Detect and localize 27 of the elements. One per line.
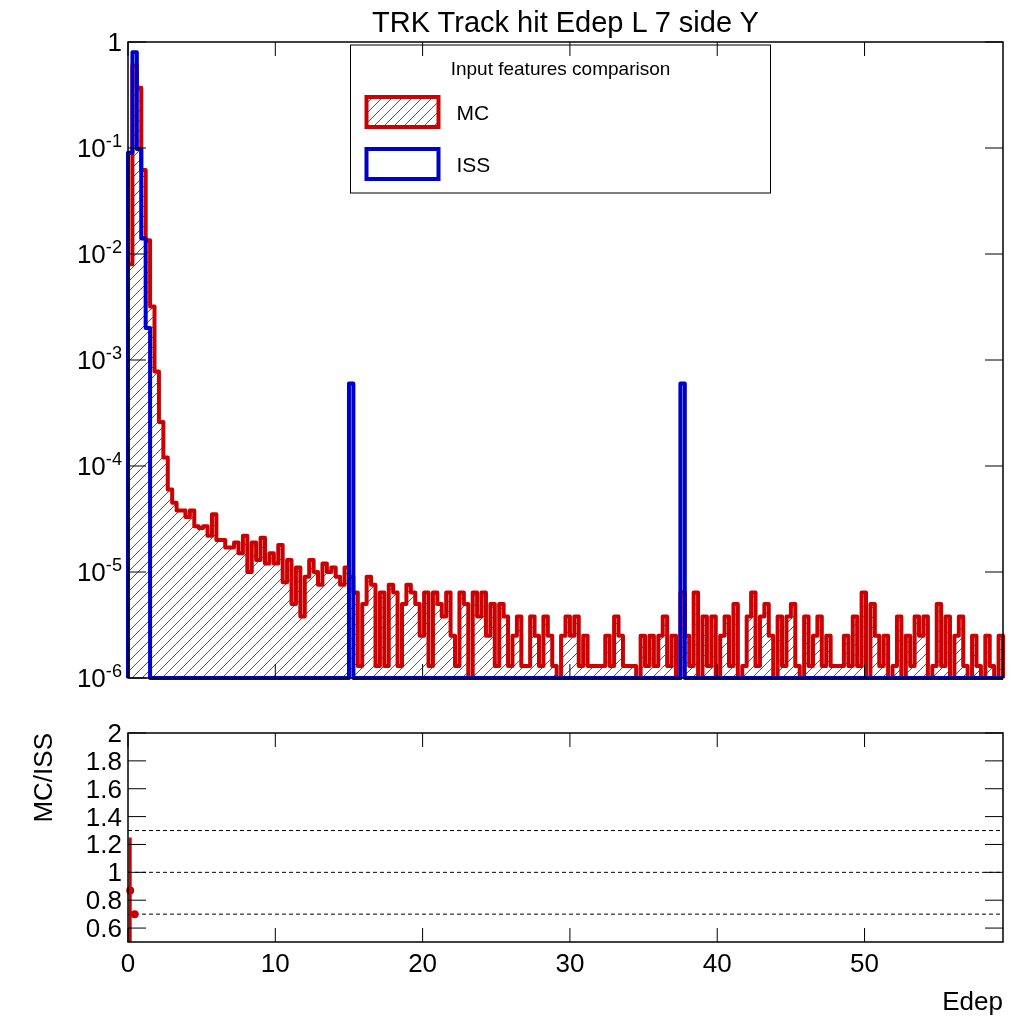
y-tick-label: 10$^{-2}$ <box>76 237 122 269</box>
chart-title: TRK Track hit Edep L 7 side Y <box>372 6 759 38</box>
x-tick-label: 0 <box>120 948 136 978</box>
legend-title: Input features comparison <box>450 58 671 79</box>
x-tick-label: 40 <box>702 948 732 978</box>
x-tick-label: 10 <box>260 948 290 978</box>
y-tick-label: 0.8 <box>85 885 122 916</box>
y-axis-title: MC/ISS <box>28 733 58 823</box>
legend-label: MC <box>456 101 490 124</box>
y-tick-label: 1.4 <box>85 801 122 832</box>
y-tick-label: 10$^{-6}$ <box>76 661 122 693</box>
y-tick-label: 1 <box>107 857 122 888</box>
y-tick-label: 10$^{-3}$ <box>76 343 122 375</box>
y-tick-label: 10$^{-1}$ <box>76 131 122 163</box>
y-tick-label: 1.6 <box>85 773 122 804</box>
y-tick-label: 1 <box>107 27 122 57</box>
y-tick-label: 10$^{-4}$ <box>76 449 122 481</box>
y-tick-label: 2 <box>107 718 122 748</box>
x-tick-label: 30 <box>555 948 585 978</box>
y-tick-label: 10$^{-5}$ <box>76 555 122 587</box>
legend-label: ISS <box>456 153 491 176</box>
x-tick-label: 20 <box>408 948 438 978</box>
y-tick-label: 1.2 <box>85 829 122 860</box>
y-tick-label: 0.6 <box>85 913 122 944</box>
y-tick-label: 1.8 <box>85 745 122 776</box>
x-axis-title: Edep <box>942 986 1003 1016</box>
x-tick-label: 50 <box>850 948 879 978</box>
